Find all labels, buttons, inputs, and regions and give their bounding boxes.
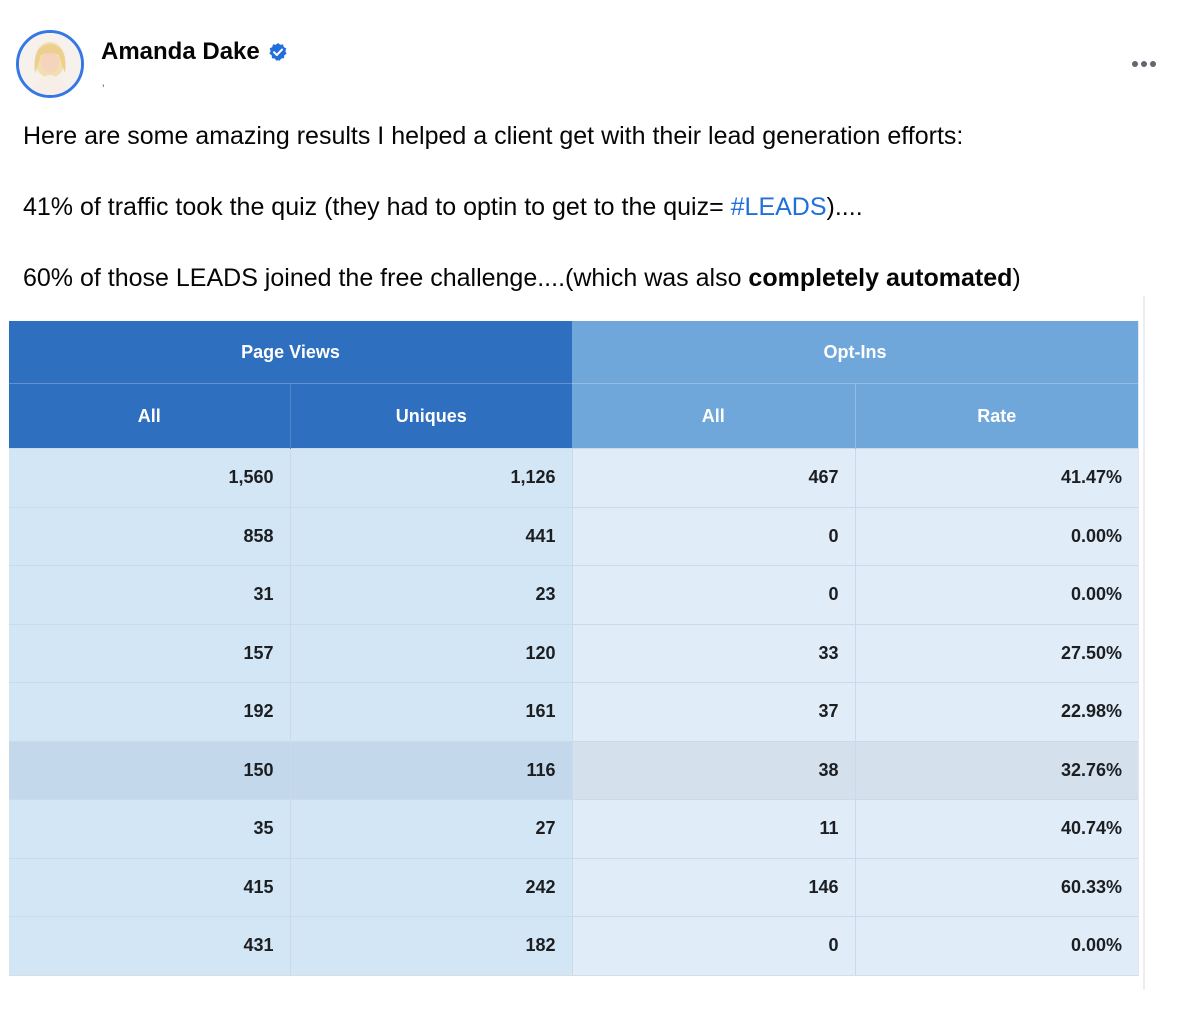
cell-opt-ins-all: 146 bbox=[571, 857, 856, 917]
cell-opt-ins-all: 37 bbox=[571, 682, 856, 741]
cell-opt-ins-all: 0 bbox=[571, 916, 856, 975]
cell-page-views-uniques: 1,126 bbox=[289, 448, 573, 507]
cell-page-views-all: 192 bbox=[9, 682, 290, 741]
author-name[interactable]: Amanda Dake bbox=[101, 38, 288, 66]
table-row: 31 23 0 0.00% bbox=[9, 565, 1139, 624]
cell-opt-ins-rate: 32.76% bbox=[854, 740, 1139, 800]
cell-page-views-uniques: 182 bbox=[289, 916, 573, 975]
table-row: 1,560 1,126 467 41.47% bbox=[9, 448, 1139, 507]
cell-page-views-uniques: 441 bbox=[289, 506, 573, 566]
post-paragraph: Here are some amazing results I helped a… bbox=[23, 118, 1173, 154]
cell-opt-ins-all: 467 bbox=[571, 448, 856, 507]
cell-opt-ins-all: 0 bbox=[571, 506, 856, 566]
paragraph-text: 60% of those LEADS joined the free chall… bbox=[23, 264, 749, 292]
more-options-icon bbox=[1132, 61, 1138, 67]
column-header-all: All bbox=[572, 383, 856, 449]
table-row: 35 27 11 40.74% bbox=[9, 799, 1139, 858]
cell-page-views-uniques: 27 bbox=[289, 799, 573, 858]
cell-page-views-all: 31 bbox=[9, 565, 290, 624]
table-body: 1,560 1,126 467 41.47% 858 441 0 0.00% 31 23 0 0.00… bbox=[9, 448, 1139, 975]
more-options-icon bbox=[1150, 61, 1156, 67]
bold-text: completely automated bbox=[748, 264, 1013, 292]
stats-table-image[interactable]: Page Views Opt-Ins All Uniques All Rate … bbox=[9, 321, 1139, 976]
more-options-button[interactable] bbox=[1126, 50, 1162, 78]
verified-badge-icon bbox=[269, 43, 287, 61]
cell-page-views-uniques: 242 bbox=[289, 857, 573, 917]
cell-opt-ins-rate: 0.00% bbox=[854, 565, 1139, 624]
more-options-icon bbox=[1141, 61, 1147, 67]
cell-page-views-all: 35 bbox=[9, 799, 290, 858]
paragraph-text: ) bbox=[1012, 264, 1021, 292]
table-row: 431 182 0 0.00% bbox=[9, 916, 1139, 975]
post-timestamp[interactable]: ’ bbox=[102, 82, 105, 96]
table-row: 858 441 0 0.00% bbox=[9, 506, 1139, 566]
stats-table: Page Views Opt-Ins All Uniques All Rate … bbox=[9, 321, 1139, 975]
cell-page-views-all: 1,560 bbox=[9, 448, 290, 507]
paragraph-text: Here are some amazing results I helped a… bbox=[23, 122, 964, 150]
image-edge bbox=[1143, 296, 1145, 990]
post-paragraph: 60% of those LEADS joined the free chall… bbox=[23, 260, 1173, 296]
hashtag-link[interactable]: #LEADS bbox=[730, 193, 827, 221]
table-row: 150 116 38 32.76% bbox=[9, 740, 1139, 800]
cell-page-views-uniques: 120 bbox=[289, 623, 573, 683]
cell-opt-ins-rate: 60.33% bbox=[854, 857, 1139, 917]
column-header-uniques: Uniques bbox=[289, 383, 573, 449]
table-row: 415 242 146 60.33% bbox=[9, 857, 1139, 917]
cell-opt-ins-all: 38 bbox=[571, 740, 856, 800]
cell-opt-ins-all: 33 bbox=[571, 623, 856, 683]
table-row: 192 161 37 22.98% bbox=[9, 682, 1139, 741]
group-header-page-views: Page Views bbox=[9, 321, 573, 384]
post-header: Amanda Dake ’ bbox=[16, 30, 1186, 110]
post-text: Here are some amazing results I helped a… bbox=[23, 118, 1173, 296]
post-paragraph: 41% of traffic took the quiz (they had t… bbox=[23, 189, 1173, 225]
author-name-text[interactable]: Amanda Dake bbox=[101, 38, 260, 65]
cell-opt-ins-rate: 22.98% bbox=[854, 682, 1139, 741]
cell-opt-ins-rate: 0.00% bbox=[854, 506, 1139, 566]
cell-opt-ins-rate: 0.00% bbox=[854, 916, 1139, 975]
paragraph-text: 41% of traffic took the quiz (they had t… bbox=[23, 193, 731, 221]
cell-opt-ins-rate: 40.74% bbox=[854, 799, 1139, 858]
column-header-all: All bbox=[9, 383, 290, 449]
cell-page-views-all: 431 bbox=[9, 916, 290, 975]
column-header-rate: Rate bbox=[854, 383, 1139, 449]
avatar-photo bbox=[19, 33, 81, 95]
cell-opt-ins-rate: 41.47% bbox=[854, 448, 1139, 507]
cell-page-views-uniques: 23 bbox=[289, 565, 573, 624]
cell-opt-ins-all: 0 bbox=[571, 565, 856, 624]
cell-opt-ins-all: 11 bbox=[571, 799, 856, 858]
cell-page-views-all: 415 bbox=[9, 857, 290, 917]
cell-page-views-uniques: 161 bbox=[289, 682, 573, 741]
cell-page-views-all: 858 bbox=[9, 506, 290, 566]
cell-page-views-uniques: 116 bbox=[289, 740, 573, 800]
avatar[interactable] bbox=[16, 30, 84, 98]
cell-opt-ins-rate: 27.50% bbox=[854, 623, 1139, 683]
group-header-opt-ins: Opt-Ins bbox=[572, 321, 1139, 384]
cell-page-views-all: 150 bbox=[9, 740, 290, 800]
cell-page-views-all: 157 bbox=[9, 623, 290, 683]
table-row: 157 120 33 27.50% bbox=[9, 623, 1139, 683]
paragraph-text: ).... bbox=[826, 193, 863, 221]
